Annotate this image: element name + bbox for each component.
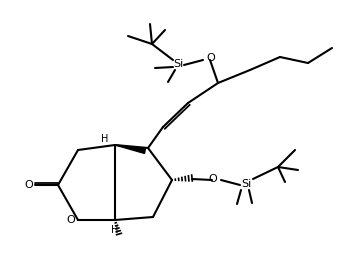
Text: O: O bbox=[67, 215, 75, 225]
Text: H: H bbox=[101, 134, 109, 144]
Text: O: O bbox=[209, 174, 218, 184]
Text: H: H bbox=[111, 225, 119, 235]
Text: O: O bbox=[25, 180, 34, 190]
Text: Si: Si bbox=[241, 179, 251, 189]
Polygon shape bbox=[115, 145, 145, 153]
Text: O: O bbox=[207, 53, 215, 63]
Text: Si: Si bbox=[173, 59, 183, 69]
